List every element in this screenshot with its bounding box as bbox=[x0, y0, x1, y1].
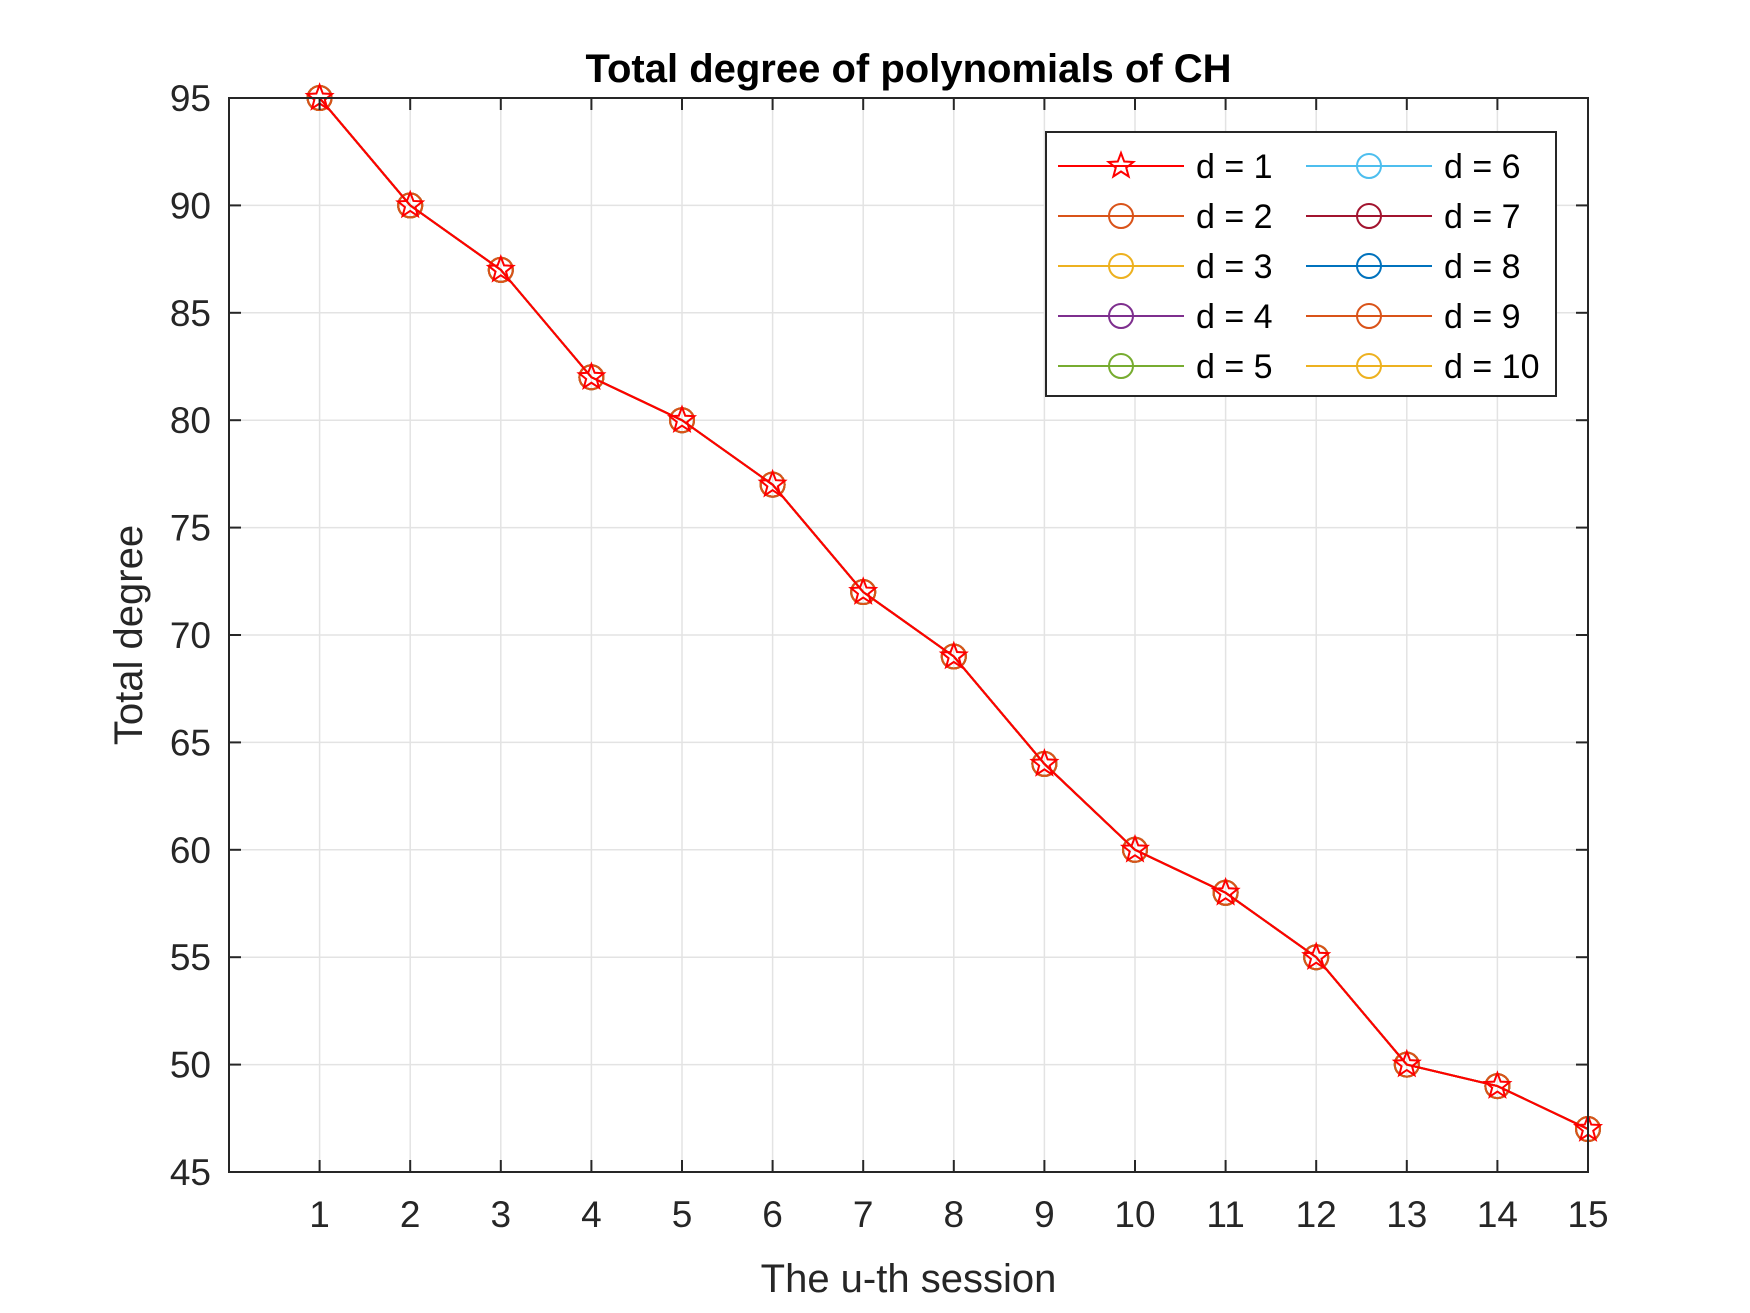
legend-item: d = 9 bbox=[1306, 298, 1521, 336]
y-tick-label: 70 bbox=[170, 615, 211, 656]
x-tick-label: 1 bbox=[309, 1194, 330, 1235]
x-tick-label: 11 bbox=[1206, 1194, 1244, 1235]
x-tick-label: 12 bbox=[1296, 1194, 1337, 1235]
data-point bbox=[395, 189, 426, 219]
y-tick-label: 75 bbox=[170, 508, 211, 549]
axis-ticks: 1 2 3 4 5 6 7 8 9 10 11 12 13 14 154550556065707580859… bbox=[170, 78, 1609, 1235]
legend-marker bbox=[1356, 203, 1382, 229]
series-layer bbox=[304, 82, 1604, 1143]
legend-box bbox=[1045, 131, 1557, 397]
legend-marker bbox=[1108, 353, 1134, 379]
data-point bbox=[1391, 1048, 1422, 1078]
x-tick-label: 14 bbox=[1477, 1194, 1518, 1235]
x-tick-label: 7 bbox=[853, 1194, 874, 1235]
y-tick-label: 60 bbox=[170, 830, 211, 871]
legend-marker bbox=[1108, 253, 1134, 279]
legend-label: d = 6 bbox=[1444, 148, 1521, 186]
legend-label: d = 3 bbox=[1196, 248, 1273, 286]
legend-marker bbox=[1356, 153, 1382, 179]
legend: d = 1 d = 2 d = 3 d = 4 d = 5 d = 6 d = 7 d = 8… bbox=[1045, 131, 1557, 397]
x-tick-label: 3 bbox=[491, 1194, 512, 1235]
legend-item: d = 10 bbox=[1306, 348, 1539, 386]
legend-item: d = 1 bbox=[1058, 148, 1273, 186]
y-tick-label: 65 bbox=[170, 722, 211, 763]
y-tick-label: 85 bbox=[170, 293, 211, 334]
legend-marker bbox=[1108, 303, 1134, 329]
data-point bbox=[938, 640, 969, 670]
chart-title: Total degree of polynomials of CH bbox=[586, 47, 1232, 91]
legend-label: d = 2 bbox=[1196, 198, 1273, 236]
legend-item: d = 4 bbox=[1058, 298, 1273, 336]
y-tick-label: 90 bbox=[170, 185, 211, 226]
data-point bbox=[1029, 748, 1060, 777]
legend-item: d = 7 bbox=[1306, 198, 1521, 236]
y-tick-label: 55 bbox=[170, 937, 211, 978]
legend-label: d = 8 bbox=[1444, 248, 1521, 286]
legend-label: d = 7 bbox=[1444, 198, 1521, 236]
x-tick-label: 2 bbox=[400, 1194, 421, 1235]
legend-marker bbox=[1105, 150, 1137, 179]
legend-item: d = 3 bbox=[1058, 248, 1273, 286]
x-tick-label: 9 bbox=[1034, 1194, 1055, 1235]
y-tick-label: 80 bbox=[170, 400, 211, 441]
y-axis-label: Total degree bbox=[107, 525, 151, 745]
x-tick-label: 10 bbox=[1114, 1194, 1155, 1235]
legend-marker bbox=[1356, 303, 1382, 329]
y-tick-label: 95 bbox=[170, 78, 211, 119]
legend-label: d = 1 bbox=[1196, 148, 1273, 186]
data-point bbox=[848, 576, 879, 605]
series-line bbox=[318, 97, 1589, 1130]
grid-lines bbox=[229, 97, 1589, 1173]
data-point bbox=[576, 361, 607, 391]
legend-marker bbox=[1108, 203, 1134, 229]
legend-item: d = 5 bbox=[1058, 348, 1273, 386]
x-axis-label: The u-th session bbox=[761, 1257, 1057, 1301]
legend-item: d = 8 bbox=[1306, 248, 1521, 286]
legend-item: d = 6 bbox=[1306, 148, 1521, 186]
data-point bbox=[1210, 876, 1241, 906]
x-tick-label: 6 bbox=[762, 1194, 783, 1235]
data-point bbox=[1301, 941, 1332, 971]
data-point bbox=[757, 468, 788, 498]
data-point bbox=[485, 254, 516, 283]
series-d-1 bbox=[304, 82, 1604, 1142]
y-tick-label: 50 bbox=[170, 1045, 211, 1086]
x-tick-label: 5 bbox=[672, 1194, 693, 1235]
data-point bbox=[1482, 1070, 1513, 1099]
x-tick-label: 15 bbox=[1567, 1194, 1608, 1235]
legend-label: d = 9 bbox=[1444, 298, 1521, 336]
x-tick-label: 4 bbox=[581, 1194, 602, 1235]
legend-label: d = 10 bbox=[1444, 348, 1539, 386]
y-tick-label: 45 bbox=[170, 1152, 211, 1193]
data-point bbox=[1119, 833, 1151, 863]
legend-label: d = 4 bbox=[1196, 298, 1273, 336]
x-tick-label: 8 bbox=[944, 1194, 965, 1235]
legend-label: d = 5 bbox=[1196, 348, 1273, 386]
legend-item: d = 2 bbox=[1058, 198, 1273, 236]
x-tick-label: 13 bbox=[1386, 1194, 1427, 1235]
legend-marker bbox=[1356, 253, 1382, 279]
legend-marker bbox=[1356, 353, 1382, 379]
data-point bbox=[666, 404, 698, 434]
